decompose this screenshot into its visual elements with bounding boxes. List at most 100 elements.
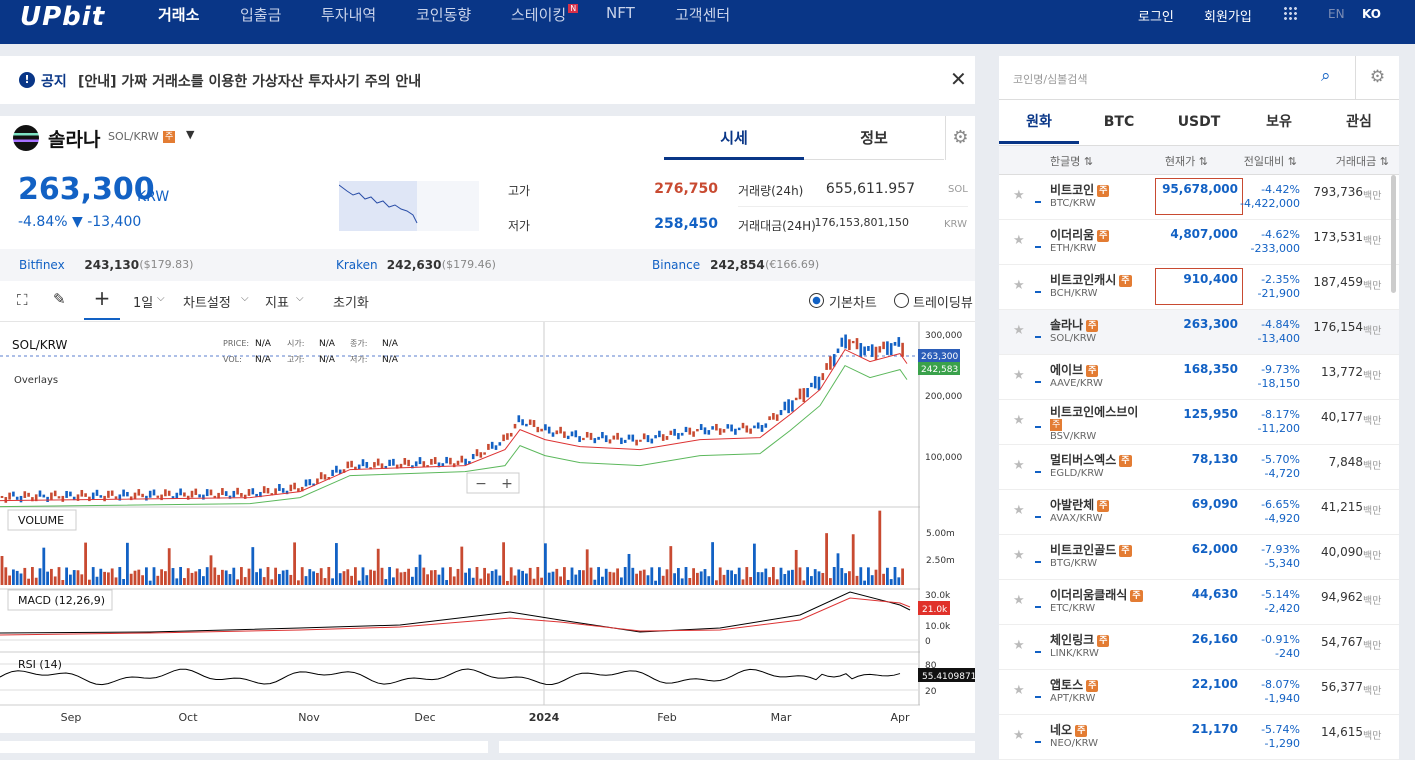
chart-mode[interactable]: 트레이딩뷰 <box>913 296 973 311</box>
column-header[interactable]: 전일대비 ⇅ <box>1243 155 1297 168</box>
market-tab[interactable]: USDT <box>1177 114 1221 130</box>
candle <box>190 490 194 498</box>
nav-menu-item[interactable]: 거래소 <box>158 6 200 24</box>
trade-volume: 187,459 <box>1313 275 1363 289</box>
chart-mode[interactable]: 기본차트 <box>829 296 877 311</box>
exchange-name[interactable]: Bitfinex <box>19 258 65 272</box>
fullscreen-icon[interactable]: ⛶ <box>17 291 28 309</box>
notice-text[interactable]: [안내] 가짜 거래소를 이용한 가상자산 투자사기 주의 안내 <box>78 74 422 90</box>
market-row[interactable] <box>999 400 1399 445</box>
volume-bar <box>570 567 574 585</box>
settings-icon[interactable]: ⚙ <box>1355 56 1399 99</box>
market-row[interactable] <box>999 220 1399 265</box>
nav-menu-item[interactable]: 투자내역 <box>321 6 377 24</box>
column-header[interactable]: 현재가 ⇅ <box>1164 155 1208 168</box>
toolbar-dropdown[interactable]: 차트설정 <box>183 296 231 311</box>
favorite-star[interactable]: ★ <box>1013 458 1025 473</box>
favorite-star[interactable]: ★ <box>1013 503 1025 518</box>
price-chart[interactable]: SOL/KRW PRICE: N/A 시가: N/A 종가: N/A VOL: N/A 고가: N/… <box>0 322 975 733</box>
favorite-star[interactable]: ★ <box>1013 593 1025 608</box>
radio[interactable] <box>894 293 909 308</box>
trade-volume: 94,962 <box>1321 590 1363 604</box>
market-tab[interactable]: 보유 <box>1266 114 1292 130</box>
favorite-star[interactable]: ★ <box>1013 683 1025 698</box>
ohlc-value: N/A <box>382 339 399 349</box>
change-rate: -6.65% <box>1261 498 1300 511</box>
market-row[interactable] <box>999 355 1399 400</box>
radio-selected[interactable] <box>809 293 824 308</box>
exchange-name[interactable]: Binance <box>652 258 701 272</box>
volume-bar <box>536 567 540 585</box>
search-icon[interactable]: ⌕ <box>1321 66 1331 86</box>
market-tab[interactable]: BTC <box>1103 114 1135 130</box>
volume-bar <box>806 567 809 585</box>
exchange-name[interactable]: Kraken <box>336 258 378 272</box>
candle <box>281 488 285 493</box>
favorite-star[interactable]: ★ <box>1013 413 1025 428</box>
search-input[interactable]: 코인명/심볼검색 <box>1013 73 1088 86</box>
signup-link[interactable]: 회원가입 <box>1204 10 1252 25</box>
market-row[interactable] <box>999 175 1399 220</box>
logo[interactable]: UPbit <box>20 2 106 32</box>
lang-option[interactable]: KO <box>1362 7 1381 21</box>
nav-menu-item[interactable]: 스테이킹 N <box>511 4 579 24</box>
volume-unit: 백만 <box>1363 461 1382 472</box>
favorite-star[interactable]: ★ <box>1013 323 1025 338</box>
volume-bar <box>175 578 179 585</box>
lang-option[interactable]: EN <box>1328 7 1345 21</box>
favorite-star[interactable]: ★ <box>1013 728 1025 743</box>
market-row[interactable] <box>999 490 1399 535</box>
mini-chart-line <box>339 184 418 224</box>
draw-icon[interactable]: ✎ <box>53 290 66 308</box>
settings-icon[interactable]: ⚙ <box>945 116 975 160</box>
toolbar-button[interactable]: 초기화 <box>333 296 369 311</box>
market-row[interactable] <box>999 445 1399 490</box>
favorite-star[interactable]: ★ <box>1013 233 1025 248</box>
market-row[interactable] <box>999 310 1399 355</box>
stat-label: 저가 <box>508 219 531 233</box>
nav-menu-item[interactable]: NFT <box>606 4 635 22</box>
favorite-star[interactable]: ★ <box>1013 368 1025 383</box>
exchange-price: 243,130 <box>84 258 140 272</box>
volume-unit: 백만 <box>1363 641 1382 652</box>
market-row[interactable] <box>999 670 1399 715</box>
close-button[interactable]: ✕ <box>950 67 967 91</box>
change-amount: -18,150 <box>1257 377 1300 390</box>
stat-value: 176,153,801,150 <box>814 216 909 229</box>
candle <box>783 401 787 411</box>
change-rate: -4.42% <box>1261 183 1300 196</box>
market-row[interactable] <box>999 625 1399 670</box>
apps-icon[interactable] <box>1283 6 1297 20</box>
market-row[interactable] <box>999 265 1399 310</box>
detail-tab[interactable]: 시세 <box>664 116 804 160</box>
favorite-star[interactable]: ★ <box>1013 548 1025 563</box>
dropdown-arrow[interactable]: ▼ <box>186 128 195 141</box>
column-header[interactable]: 거래대금 ⇅ <box>1335 155 1389 168</box>
favorite-star[interactable]: ★ <box>1013 278 1025 293</box>
favorite-star[interactable]: ★ <box>1013 638 1025 653</box>
volume-bar <box>129 573 133 585</box>
nav-menu-item[interactable]: 입출금 <box>240 6 282 24</box>
toolbar-dropdown[interactable]: 지표 <box>265 296 289 311</box>
price-axis-label: 200,000 <box>925 392 962 402</box>
favorite-star[interactable]: ★ <box>1013 188 1025 203</box>
crosshair-icon[interactable]: + <box>84 286 120 320</box>
market-tab[interactable]: 관심 <box>1346 114 1372 130</box>
market-row[interactable] <box>999 535 1399 580</box>
market-tab[interactable]: 원화 <box>999 100 1079 144</box>
candle <box>255 493 258 497</box>
coin-name: 이더리움 주 <box>1050 228 1110 242</box>
candle <box>487 443 490 450</box>
nav-menu-item[interactable]: 코인동향 <box>416 6 472 24</box>
candle <box>528 419 532 425</box>
market-row[interactable] <box>999 580 1399 625</box>
detail-tab[interactable]: 정보 <box>804 116 944 160</box>
column-header[interactable]: 한글명 ⇅ <box>1050 155 1094 168</box>
volume-bar <box>775 579 779 585</box>
nav-menu-item[interactable]: 고객센터 <box>675 6 731 24</box>
volume-bar <box>753 543 756 585</box>
toolbar-dropdown[interactable]: 1일 <box>133 296 154 311</box>
login-link[interactable]: 로그인 <box>1138 10 1174 25</box>
candle <box>8 492 11 500</box>
coin-price: 26,160 <box>1191 632 1238 646</box>
